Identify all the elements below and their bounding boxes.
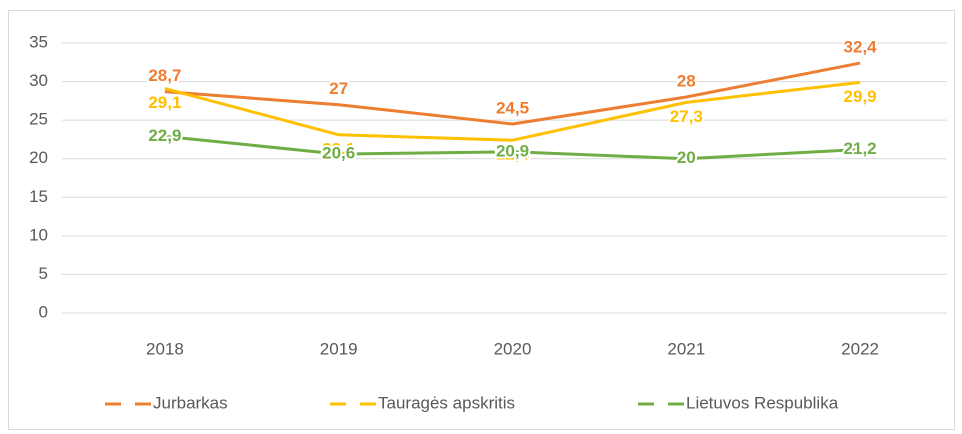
data-label: 23,1 [322,139,355,158]
data-label: 20,6 [322,144,355,163]
legend-label: Jurbarkas [153,393,228,412]
data-label: 32,4 [844,38,878,57]
data-label: 29,1 [148,93,181,112]
y-tick-label: 15 [29,187,48,206]
data-label: 29,9 [844,87,877,106]
y-tick-label: 0 [39,302,48,321]
y-tick-label: 5 [39,264,48,283]
series-line [164,80,861,142]
legend-label: Tauragės apskritis [378,393,515,412]
data-label: 21,2 [844,139,877,158]
y-tick-label: 10 [29,225,48,244]
data-label: 22,9 [148,126,181,145]
data-label: 22,4 [496,145,530,164]
data-label: 27 [329,79,348,98]
chart-border [8,10,955,430]
data-label: 20 [677,148,696,167]
x-tick-label: 2022 [841,339,879,358]
x-tick-label: 2021 [667,339,705,358]
x-tick-label: 2019 [320,339,358,358]
data-label: 28,7 [148,66,181,85]
data-label: 20,9 [496,141,529,160]
legend-label: Lietuvos Respublika [686,393,839,412]
y-tick-label: 25 [29,110,48,129]
data-label: 27,3 [670,107,703,126]
x-tick-label: 2018 [146,339,184,358]
y-tick-label: 35 [29,32,48,51]
y-tick-label: 20 [29,148,48,167]
data-label: 24,5 [496,98,529,117]
y-tick-label: 30 [29,71,48,90]
series-line [164,61,861,126]
x-tick-label: 2020 [494,339,532,358]
data-label: 28 [677,71,696,90]
series-line [164,134,861,161]
